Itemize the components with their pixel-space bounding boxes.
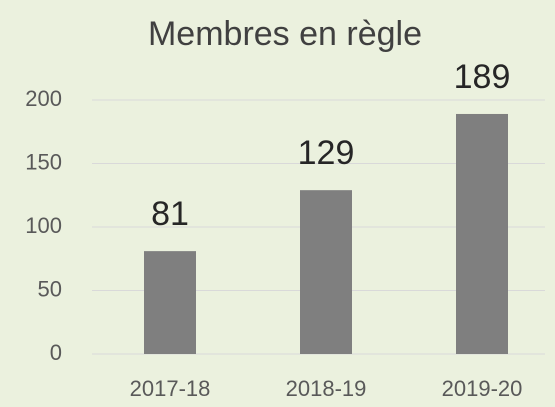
y-tick-label: 50	[38, 276, 62, 301]
chart-title: Membres en règle	[148, 15, 422, 53]
bar	[144, 251, 196, 354]
x-tick-label: 2018-19	[286, 376, 367, 401]
bar	[456, 113, 508, 354]
value-label: 81	[151, 195, 189, 233]
x-tick-label: 2017-18	[130, 376, 211, 401]
x-tick-label: 2019-20	[442, 376, 523, 401]
bar	[300, 190, 352, 354]
value-label: 189	[454, 58, 511, 96]
y-tick-label: 200	[25, 86, 62, 111]
value-label: 129	[298, 134, 355, 172]
y-tick-label: 0	[50, 340, 62, 365]
y-tick-label: 150	[25, 149, 62, 174]
y-tick-label: 100	[25, 213, 62, 238]
